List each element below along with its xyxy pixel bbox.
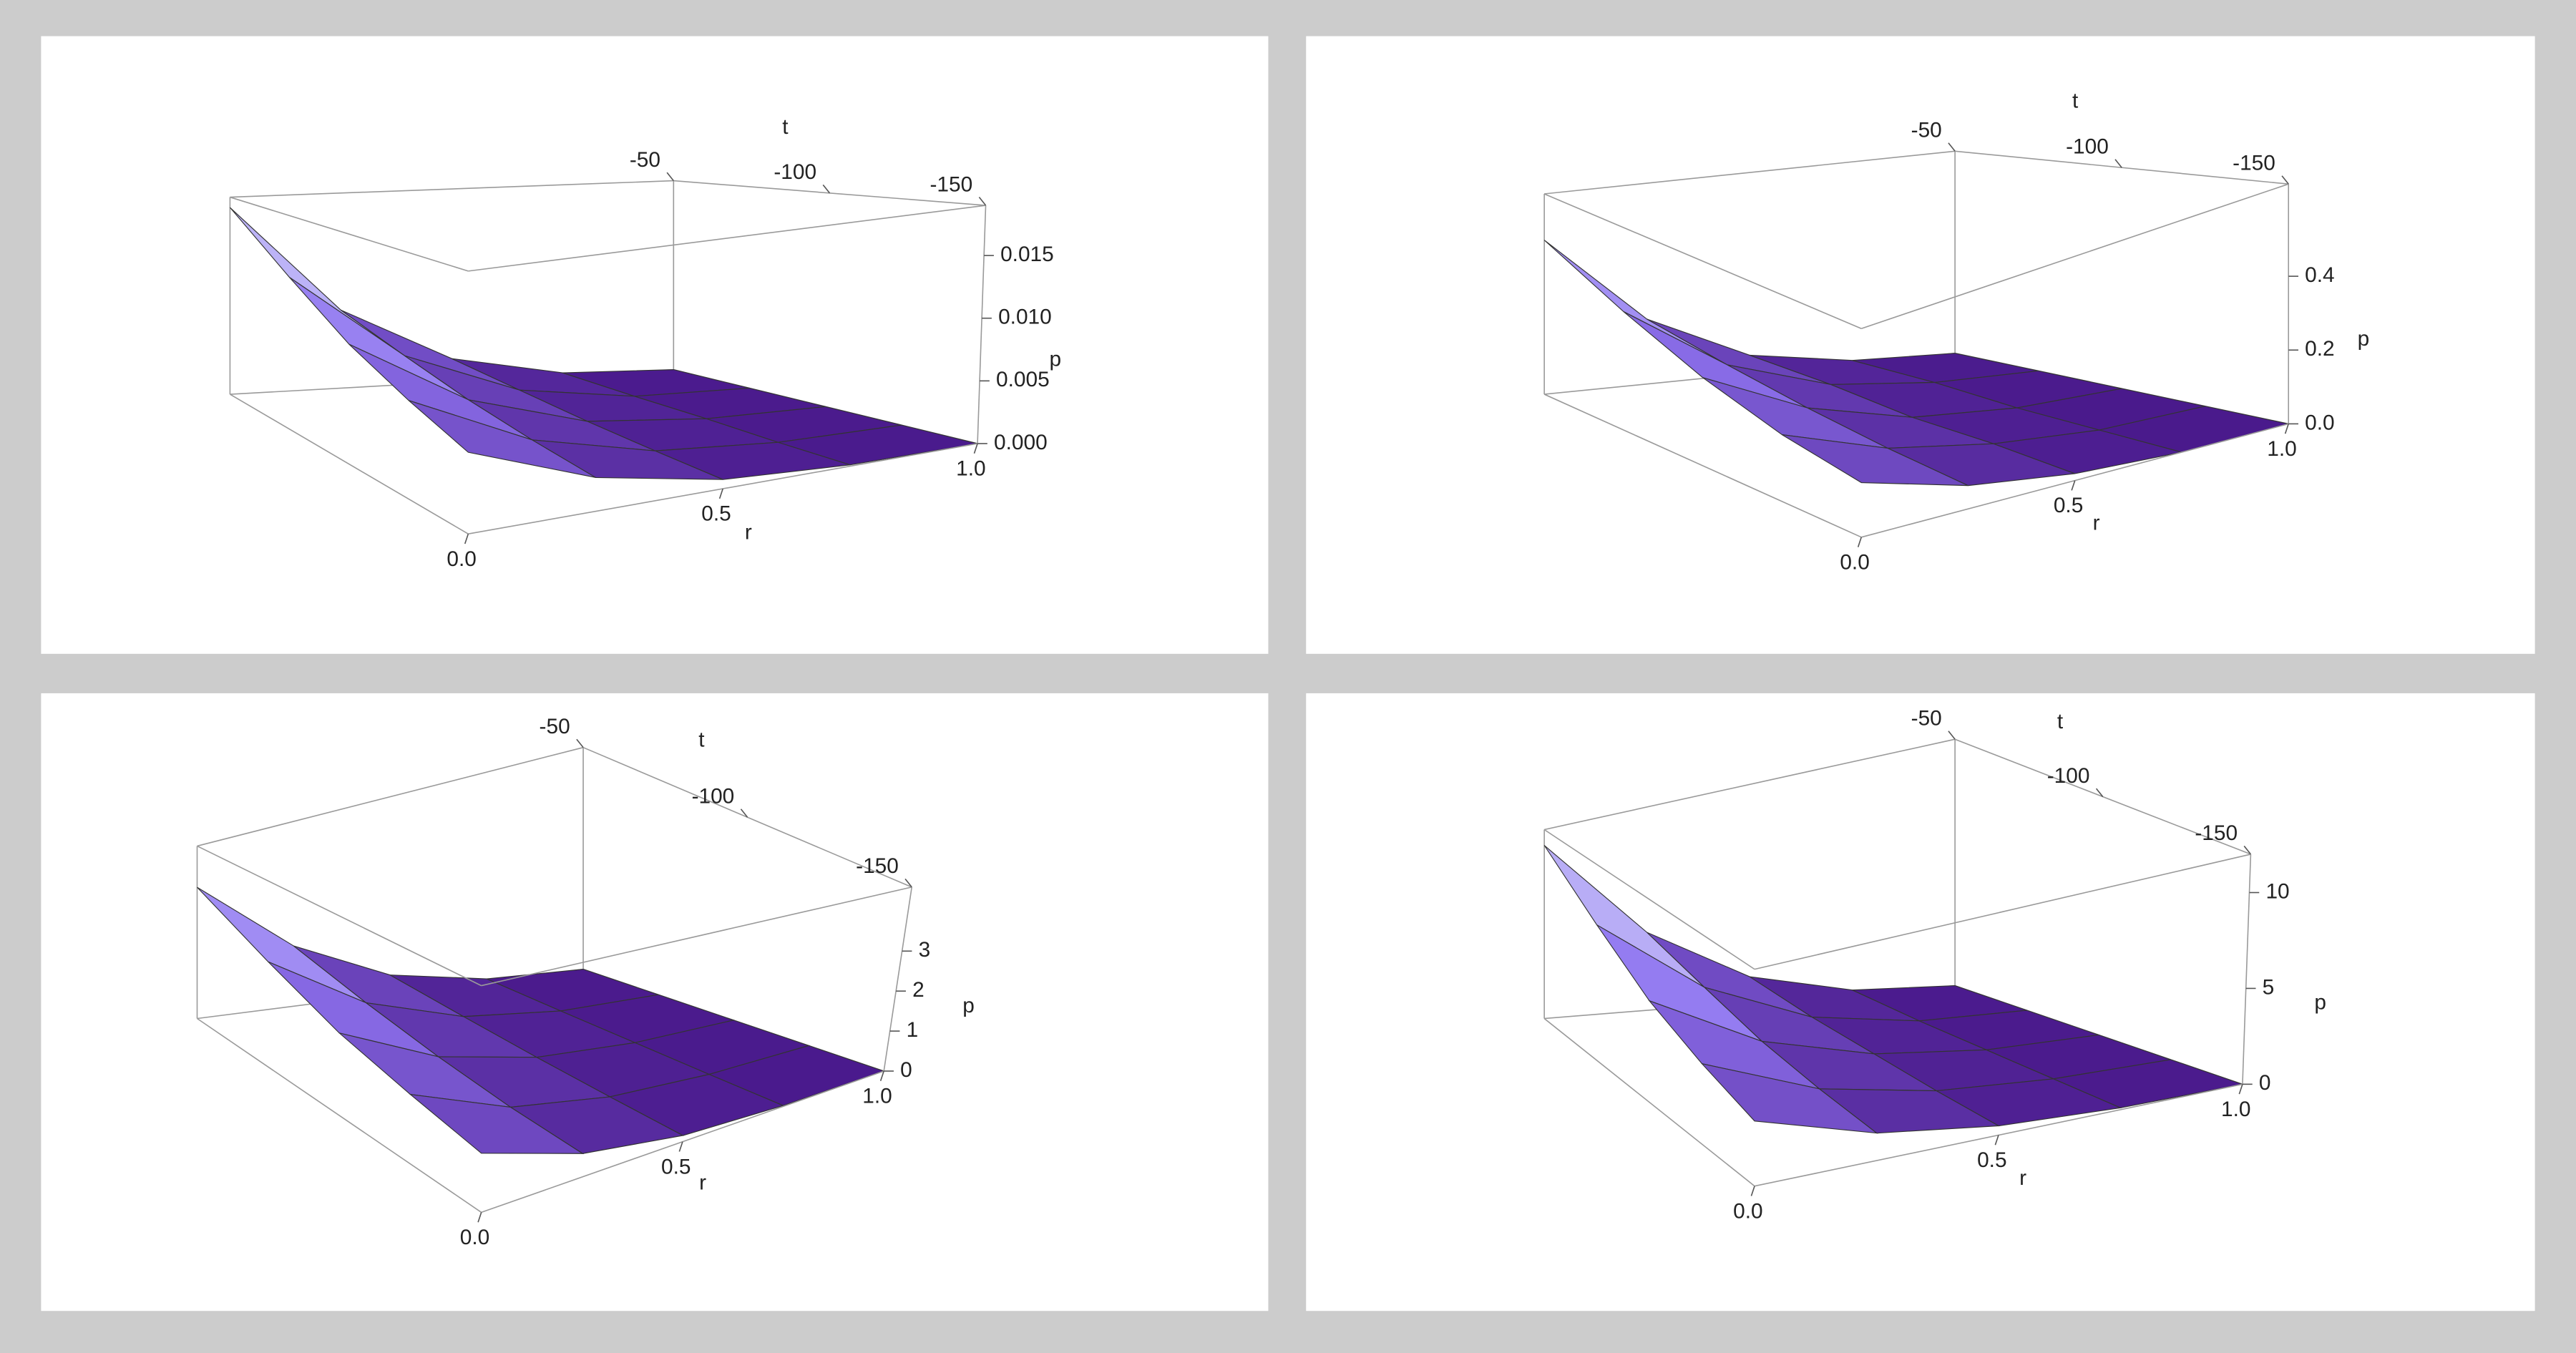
- z-axis-label: p: [2358, 327, 2370, 351]
- z-tick-label: 0.010: [998, 306, 1052, 329]
- panel: [41, 36, 1269, 654]
- z-axis-label: p: [1050, 347, 1062, 371]
- z-tick-label: 0.2: [2305, 337, 2334, 361]
- box-edge: [197, 746, 584, 847]
- y-tick-label: -150: [2195, 821, 2238, 845]
- y-tick: [740, 809, 748, 818]
- y-tick: [1948, 142, 1956, 152]
- box-edge: [1543, 1017, 1755, 1187]
- y-tick-label: -100: [2047, 764, 2090, 788]
- x-tick: [879, 1070, 884, 1082]
- z-tick-label: 0.015: [1000, 243, 1054, 266]
- y-axis-label: t: [782, 115, 789, 139]
- x-tick-label: 0.5: [661, 1155, 691, 1178]
- z-tick-label: 0.000: [994, 431, 1048, 454]
- y-tick-label: -100: [774, 160, 816, 184]
- y-axis-label: t: [2072, 89, 2079, 112]
- x-tick-label: 0.0: [447, 547, 476, 571]
- y-tick-label: -150: [930, 172, 972, 196]
- y-tick-label: -150: [856, 854, 899, 878]
- box-edge: [1543, 394, 1862, 538]
- x-tick-label: 0.0: [460, 1226, 489, 1249]
- x-tick: [2238, 1084, 2243, 1095]
- y-tick-label: -100: [2066, 135, 2109, 159]
- x-tick: [1750, 1186, 1755, 1196]
- y-axis-label: t: [698, 728, 705, 751]
- x-tick: [2284, 424, 2289, 434]
- x-tick: [2071, 480, 2076, 491]
- y-tick: [2243, 845, 2252, 855]
- box-edge: [883, 886, 913, 1072]
- y-tick: [666, 172, 674, 182]
- box-edge: [1543, 738, 1956, 831]
- box-edge: [230, 196, 469, 272]
- y-tick: [904, 878, 912, 888]
- box-edge: [977, 205, 987, 444]
- box-edge: [197, 1017, 482, 1213]
- box-edge: [1754, 854, 2251, 970]
- x-tick: [718, 488, 723, 499]
- z-tick-label: 2: [912, 978, 924, 1002]
- y-tick: [1948, 731, 1956, 740]
- panel: [1306, 36, 2535, 654]
- z-tick-label: 5: [2263, 975, 2275, 999]
- y-tick-label: -100: [692, 785, 735, 809]
- x-tick: [973, 443, 978, 454]
- x-tick: [1857, 537, 1863, 547]
- x-tick-label: 1.0: [2221, 1098, 2250, 1121]
- x-axis-label: r: [2019, 1166, 2026, 1190]
- box-edge: [230, 394, 469, 534]
- y-tick-label: -150: [2233, 152, 2275, 175]
- y-axis-label: t: [2057, 710, 2064, 733]
- box-edge: [197, 845, 482, 987]
- z-tick-label: 0.0: [2305, 411, 2334, 434]
- z-tick-label: 1: [907, 1018, 919, 1042]
- z-tick-label: 0: [2259, 1071, 2271, 1095]
- y-tick: [576, 738, 584, 748]
- box-edge: [1543, 829, 1755, 970]
- y-tick: [978, 197, 987, 206]
- z-axis-label: p: [962, 994, 975, 1017]
- z-tick-label: 3: [919, 938, 931, 962]
- box-edge: [1861, 183, 2289, 329]
- x-tick: [477, 1212, 482, 1223]
- x-tick: [464, 533, 469, 544]
- y-tick: [822, 184, 831, 194]
- y-tick-label: -50: [1911, 707, 1942, 731]
- z-tick-label: 0: [900, 1058, 912, 1082]
- y-tick: [2281, 175, 2289, 185]
- box-edge: [468, 205, 986, 272]
- x-tick-label: 1.0: [956, 457, 985, 481]
- y-tick: [2114, 159, 2122, 168]
- y-tick: [2095, 788, 2104, 798]
- box-edge: [1544, 150, 1956, 195]
- x-tick: [678, 1141, 683, 1152]
- y-tick-label: -50: [540, 715, 570, 738]
- x-tick-label: 0.5: [701, 502, 731, 526]
- box-edge: [481, 886, 912, 987]
- z-tick-label: 0.4: [2305, 263, 2334, 287]
- y-tick-label: -50: [1911, 119, 1942, 142]
- x-tick: [1994, 1135, 1999, 1146]
- x-tick-label: 0.5: [2054, 494, 2083, 517]
- y-tick-label: -50: [630, 148, 660, 172]
- x-tick-label: 0.0: [1733, 1199, 1762, 1223]
- box-edge: [230, 180, 674, 198]
- x-tick-label: 1.0: [2267, 437, 2296, 461]
- x-tick-label: 0.5: [1977, 1148, 2006, 1172]
- x-tick-label: 0.0: [1840, 550, 1869, 574]
- x-axis-label: r: [2093, 511, 2100, 534]
- z-axis-label: p: [2314, 991, 2326, 1015]
- x-axis-label: r: [745, 521, 752, 544]
- x-tick-label: 1.0: [862, 1085, 892, 1108]
- x-axis-label: r: [699, 1171, 706, 1195]
- box-edge: [1543, 193, 1862, 329]
- z-tick-label: 0.005: [996, 368, 1050, 391]
- z-tick-label: 10: [2265, 879, 2289, 903]
